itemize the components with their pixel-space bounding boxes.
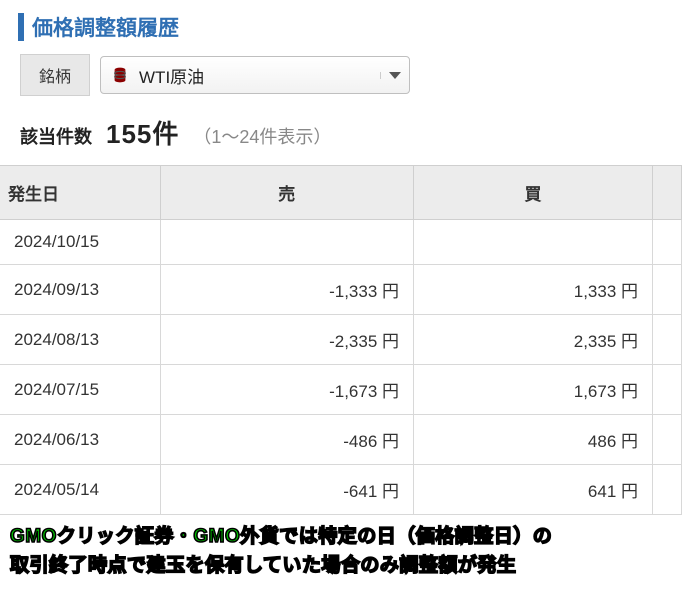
cell-date: 2024/08/13 [0,315,160,365]
table-row: 2024/07/15-1,673 円1,673 円 [0,365,682,415]
table-row: 2024/06/13-486 円486 円 [0,415,682,465]
table-row: 2024/09/13-1,333 円1,333 円 [0,265,682,315]
col-header-extra [653,166,682,220]
header-accent [18,13,24,41]
section-header: 価格調整額履歴 [0,0,682,54]
cell-sell: -641 円 [160,465,414,515]
cell-sell [160,220,414,265]
cell-extra [653,415,682,465]
barrel-icon [111,66,129,84]
col-header-sell: 売 [160,166,414,220]
col-header-date: 発生日 [0,166,160,220]
count-label: 該当件数 [20,123,92,149]
cell-sell: -2,335 円 [160,315,414,365]
caption-block: GMOクリック証券・GMO外貨では特定の日（価格調整日）の 取引終了時点で建玉を… [0,515,682,590]
cell-date: 2024/09/13 [0,265,160,315]
dropdown-selected-text: WTI原油 [139,63,380,88]
cell-extra [653,315,682,365]
symbol-dropdown[interactable]: WTI原油 [100,56,410,94]
cell-sell: -1,333 円 [160,265,414,315]
cell-extra [653,265,682,315]
cell-extra [653,365,682,415]
cell-date: 2024/07/15 [0,365,160,415]
cell-buy: 2,335 円 [414,315,653,365]
cell-extra [653,465,682,515]
count-range: （1〜24件表示） [193,123,331,149]
filter-row: 銘柄 WTI原油 [0,54,682,96]
history-table: 発生日 売 買 2024/10/152024/09/13-1,333 円1,33… [0,165,682,515]
cell-date: 2024/06/13 [0,415,160,465]
result-count-row: 該当件数 155件 （1〜24件表示） [0,114,682,165]
cell-buy: 1,333 円 [414,265,653,315]
cell-buy [414,220,653,265]
cell-date: 2024/10/15 [0,220,160,265]
chevron-down-icon [380,72,401,79]
cell-buy: 641 円 [414,465,653,515]
caption-line-1: GMOクリック証券・GMO外貨では特定の日（価格調整日）の [10,523,672,552]
cell-date: 2024/05/14 [0,465,160,515]
caption-line-2: 取引終了時点で建玉を保有していた場合のみ調整額が発生 [10,552,672,581]
cell-buy: 1,673 円 [414,365,653,415]
filter-label: 銘柄 [20,54,90,96]
count-value: 155件 [106,114,179,151]
cell-buy: 486 円 [414,415,653,465]
page-title: 価格調整額履歴 [32,12,179,42]
cell-extra [653,220,682,265]
table-row: 2024/05/14-641 円641 円 [0,465,682,515]
table-row: 2024/10/15 [0,220,682,265]
table-row: 2024/08/13-2,335 円2,335 円 [0,315,682,365]
cell-sell: -486 円 [160,415,414,465]
table-header-row: 発生日 売 買 [0,166,682,220]
col-header-buy: 買 [414,166,653,220]
cell-sell: -1,673 円 [160,365,414,415]
